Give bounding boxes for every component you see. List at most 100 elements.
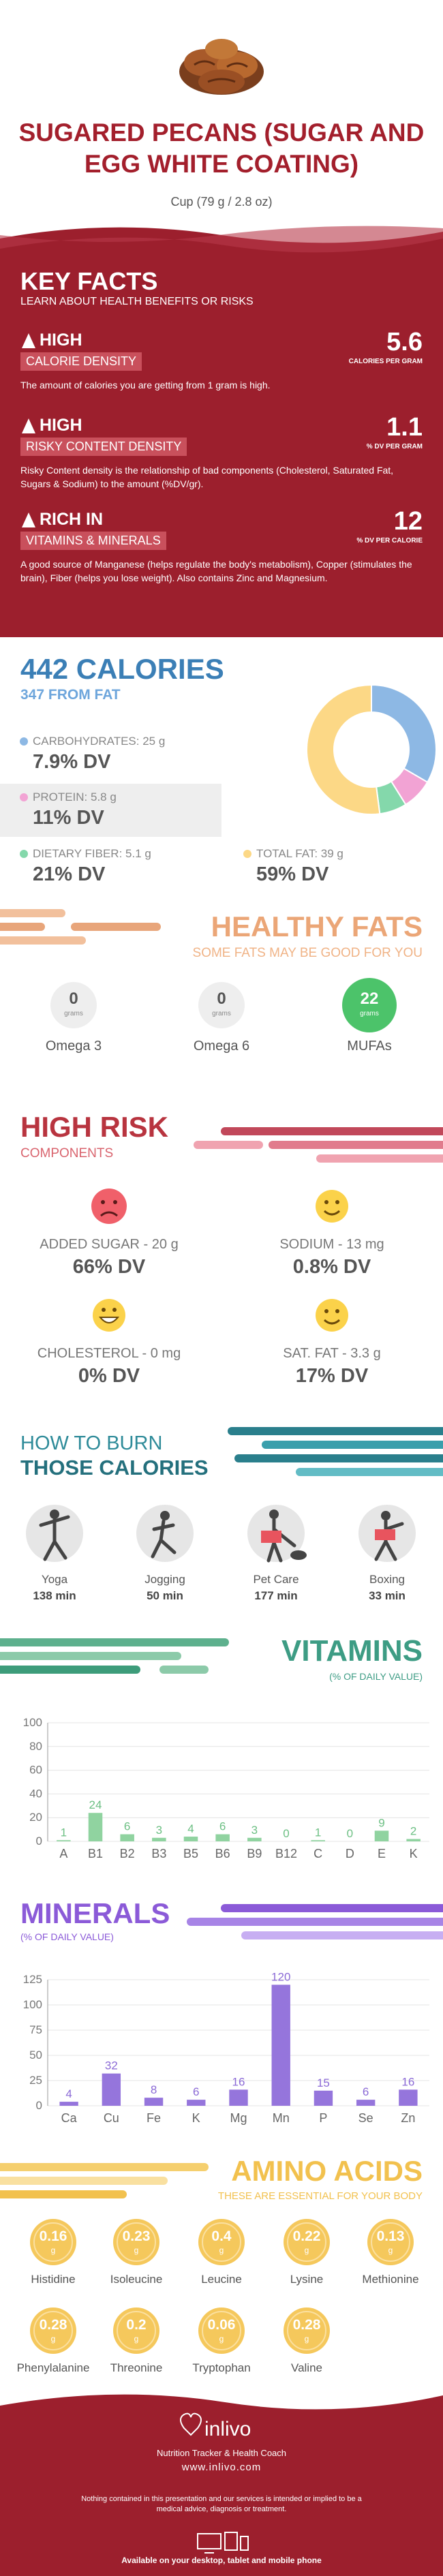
- amino-circle: [113, 2219, 159, 2265]
- stripes: [228, 1427, 443, 1476]
- x-tick-label: B1: [88, 1847, 103, 1860]
- fat-value: 0: [217, 990, 226, 1008]
- amino-value: 0.16: [39, 2228, 67, 2244]
- amino-ring: [287, 2222, 326, 2262]
- section-subtitle: SOME FATS MAY BE GOOD FOR YOU: [192, 946, 423, 960]
- value-label: 6: [193, 2085, 199, 2098]
- stripes: [0, 909, 161, 945]
- amino-name: Phenylalanine: [16, 2361, 90, 2374]
- risk-label: CHOLESTEROL - 0 mg: [37, 1346, 181, 1361]
- section-title: VITAMINS: [281, 1634, 423, 1668]
- bar: [311, 1840, 325, 1841]
- value-label: 4: [187, 1822, 194, 1835]
- amino-value: 0.13: [376, 2228, 405, 2244]
- x-tick-label: Se: [358, 2111, 373, 2125]
- fact-icon: [22, 333, 35, 348]
- value-label: 16: [232, 2075, 245, 2088]
- y-tick-label: 20: [29, 1811, 42, 1824]
- nutrient-dv: 21% DV: [33, 863, 106, 885]
- fact-text: A good source of Manganese (helps regula…: [20, 559, 412, 583]
- face-icons: [91, 1189, 348, 1332]
- donut-slice: [371, 684, 437, 784]
- nutrient-label: TOTAL FAT: 39 g: [256, 847, 343, 860]
- amino-value: 0.22: [292, 2228, 321, 2244]
- nutrient-dv: 7.9% DV: [33, 751, 111, 773]
- activity-time: 177 min: [254, 1589, 298, 1602]
- legend-dot: [20, 737, 28, 746]
- x-tick-label: B2: [120, 1847, 135, 1860]
- bar: [356, 2100, 376, 2106]
- nutrient-dv: 11% DV: [33, 807, 104, 829]
- amino-circle: [198, 2219, 245, 2265]
- amino-name: Valine: [291, 2361, 322, 2374]
- amino-ring: [117, 2222, 156, 2262]
- footer-icons: [180, 2412, 249, 2554]
- value-label: 6: [124, 1820, 130, 1833]
- bar: [374, 1830, 389, 1841]
- section-subtitle: COMPONENTS: [20, 1146, 114, 1161]
- fact-text: The amount of calories you are getting f…: [20, 380, 271, 390]
- amino-unit: g: [50, 2334, 56, 2344]
- x-tick-label: P: [319, 2111, 327, 2125]
- y-tick-label: 75: [29, 2023, 42, 2036]
- bar: [57, 1840, 71, 1841]
- amino-circle: [284, 2307, 330, 2354]
- x-tick-label: B12: [275, 1847, 297, 1860]
- fact-level: HIGH: [40, 416, 82, 435]
- nutrient-dv: 59% DV: [256, 863, 329, 885]
- activity-icons: [26, 1505, 416, 1563]
- bar: [399, 2089, 418, 2106]
- section-title: THOSE CALORIES: [20, 1456, 209, 1479]
- amino-name: Tryptophan: [192, 2361, 251, 2374]
- y-tick-label: 125: [23, 1973, 42, 1986]
- x-tick-label: K: [192, 2111, 200, 2125]
- value-label: 6: [219, 1820, 226, 1833]
- amino-circle: [30, 2219, 76, 2265]
- activity-name: Boxing: [369, 1573, 405, 1586]
- amino-value: 0.4: [211, 2228, 232, 2244]
- amino-name: Leucine: [201, 2273, 242, 2286]
- amino-unit: g: [134, 2334, 139, 2344]
- value-label: 3: [251, 1824, 258, 1837]
- bar: [314, 2090, 333, 2106]
- fat-unit: grams: [212, 1010, 231, 1017]
- fact-value: 1.1: [386, 413, 423, 442]
- amino-circle: [30, 2307, 76, 2354]
- activity-name: Yoga: [41, 1573, 68, 1586]
- bar: [215, 1834, 230, 1841]
- legend-dot: [243, 850, 251, 858]
- bar: [187, 2100, 206, 2106]
- value-label: 4: [65, 2087, 72, 2100]
- bar: [144, 2098, 164, 2106]
- fat-circle: [198, 982, 245, 1028]
- amino-unit: g: [304, 2334, 309, 2344]
- section-title: MINERALS: [20, 1897, 170, 1929]
- nutrient-label: CARBOHYDRATES: 25 g: [33, 735, 166, 748]
- amino-name: Isoleucine: [110, 2273, 163, 2286]
- x-tick-label: Zn: [401, 2111, 415, 2125]
- x-tick-label: Cu: [104, 2111, 119, 2125]
- bar: [88, 1813, 103, 1841]
- activity-time: 138 min: [33, 1589, 76, 1602]
- bar: [102, 2073, 121, 2106]
- bar: [406, 1839, 421, 1841]
- amino-name: Threonine: [110, 2361, 163, 2374]
- serving: Cup (79 g / 2.8 oz): [170, 195, 273, 209]
- fact-value: 5.6: [386, 328, 423, 356]
- fact-unit: % DV PER CALORIE: [356, 537, 423, 545]
- amino-value: 0.06: [207, 2317, 236, 2333]
- bar: [271, 1984, 290, 2106]
- amino-circle: [198, 2307, 245, 2354]
- x-tick-label: D: [346, 1847, 354, 1860]
- section-subtitle: THESE ARE ESSENTIAL FOR YOUR BODY: [217, 2190, 423, 2202]
- brand: inlivo: [204, 2418, 251, 2440]
- section-title: AMINO ACIDS: [231, 2155, 423, 2187]
- activity-name: Pet Care: [253, 1573, 299, 1586]
- stripes: [0, 1638, 229, 1674]
- value-label: 3: [156, 1824, 162, 1837]
- nutrient-label: PROTEIN: 5.8 g: [33, 791, 117, 803]
- tagline: Nutrition Tracker & Health Coach: [156, 2448, 287, 2458]
- footer-band: [0, 2394, 443, 2576]
- url: www.inlivo.com: [181, 2462, 262, 2473]
- y-tick-label: 0: [36, 1835, 42, 1847]
